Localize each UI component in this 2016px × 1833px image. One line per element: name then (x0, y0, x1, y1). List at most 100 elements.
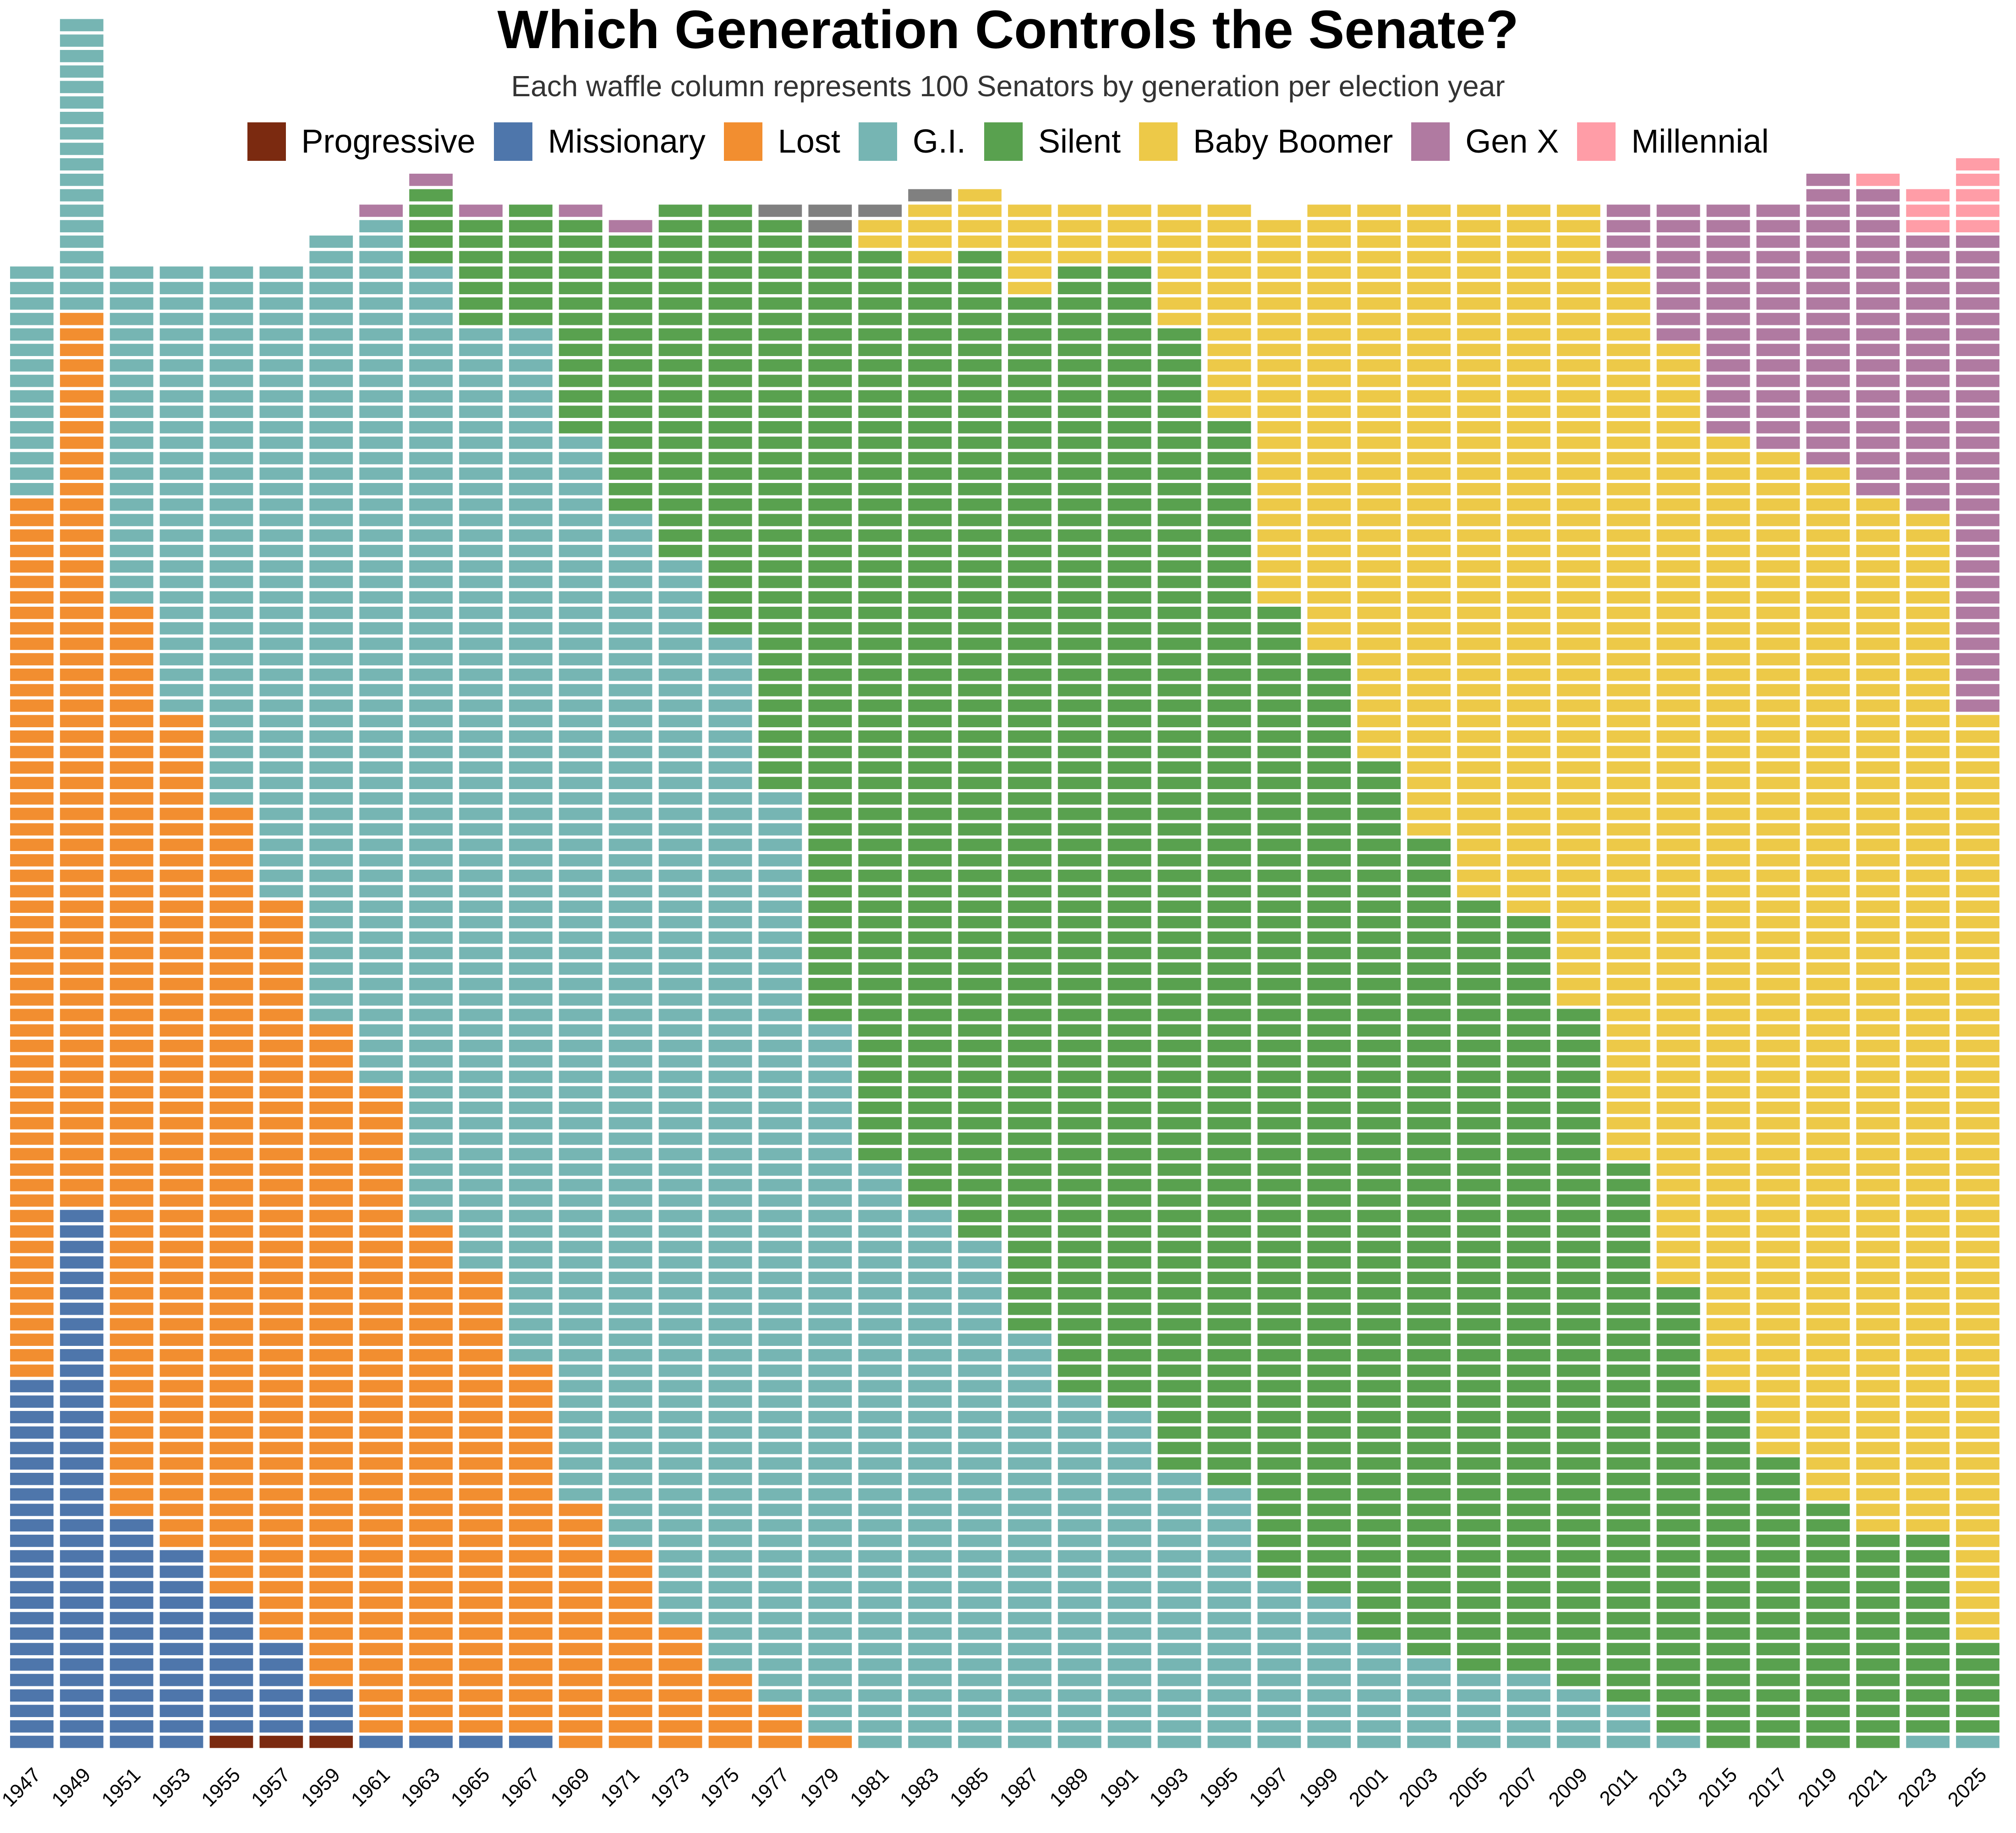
waffle-cell (1407, 792, 1451, 805)
waffle-cell (459, 669, 503, 681)
waffle-cell (1457, 1102, 1501, 1114)
waffle-cell (1756, 1488, 1800, 1501)
waffle-cell (1956, 1627, 2000, 1640)
waffle-cell (1656, 1364, 1700, 1377)
waffle-cell (1457, 1442, 1501, 1454)
waffle-cell (1656, 421, 1700, 434)
waffle-cell (409, 607, 453, 619)
waffle-cell (1057, 1411, 1101, 1423)
waffle-cell (209, 1240, 253, 1253)
waffle-cell (110, 823, 153, 836)
waffle-cell (1257, 390, 1301, 403)
waffle-cell (409, 1643, 453, 1655)
waffle-cell (1756, 436, 1800, 449)
waffle-cell (209, 1364, 253, 1377)
waffle-cell (1806, 777, 1850, 789)
waffle-cell (1856, 1070, 1900, 1083)
waffle-cell (259, 1565, 303, 1578)
waffle-cell (1157, 406, 1201, 418)
waffle-cell (60, 1024, 104, 1037)
waffle-cell (1906, 993, 1950, 1006)
waffle-cell (259, 390, 303, 403)
waffle-cell (1357, 823, 1401, 836)
waffle-cell (60, 204, 104, 217)
waffle-cell (808, 854, 852, 867)
waffle-cell (1507, 1627, 1550, 1640)
waffle-cell (758, 529, 802, 542)
waffle-cell (1656, 483, 1700, 495)
waffle-cell (1706, 1612, 1750, 1624)
waffle-cell (1057, 1086, 1101, 1098)
waffle-cell (60, 854, 104, 867)
waffle-cell (908, 823, 952, 836)
waffle-cell (908, 869, 952, 882)
waffle-cell (1207, 1272, 1251, 1284)
waffle-cell (1806, 869, 1850, 882)
waffle-cell (509, 1117, 553, 1130)
waffle-cell (1057, 1256, 1101, 1269)
waffle-cell (1956, 344, 2000, 356)
waffle-cell (1656, 1720, 1700, 1733)
waffle-cell (1407, 220, 1451, 232)
waffle-cell (658, 1735, 702, 1748)
waffle-cell (110, 607, 153, 619)
waffle-cell (10, 467, 54, 480)
waffle-cell (110, 1117, 153, 1130)
waffle-cell (1756, 1117, 1800, 1130)
waffle-cell (209, 637, 253, 650)
waffle-cell (1008, 220, 1052, 232)
waffle-cell (1956, 328, 2000, 341)
waffle-cell (708, 421, 752, 434)
waffle-cell (1157, 1364, 1201, 1377)
waffle-cell (10, 297, 54, 310)
waffle-cell (658, 251, 702, 263)
waffle-cell (559, 622, 603, 635)
waffle-cell (309, 746, 353, 758)
waffle-cell (1457, 1550, 1501, 1563)
waffle-cell (1806, 1179, 1850, 1191)
waffle-cell (658, 1364, 702, 1377)
x-tick-label: 2021 (1844, 1763, 1891, 1811)
waffle-cell (658, 344, 702, 356)
waffle-cell (309, 807, 353, 820)
waffle-cell (1706, 1442, 1750, 1454)
waffle-cell (509, 1225, 553, 1238)
waffle-cell (1307, 978, 1351, 990)
waffle-cell (309, 344, 353, 356)
waffle-cell (1407, 1364, 1451, 1377)
waffle-cell (110, 993, 153, 1006)
waffle-cell (1606, 1380, 1650, 1393)
waffle-cell (309, 1040, 353, 1052)
waffle-cell (958, 839, 1002, 851)
waffle-cell (1107, 1411, 1151, 1423)
waffle-cell (1257, 1240, 1301, 1253)
waffle-cell (1157, 560, 1201, 573)
waffle-cell (209, 1705, 253, 1717)
waffle-cell (559, 1210, 603, 1222)
waffle-cell (459, 483, 503, 495)
waffle-cell (1906, 869, 1950, 882)
waffle-cell (1706, 1395, 1750, 1408)
waffle-cell (1157, 1627, 1201, 1640)
waffle-cell (908, 1627, 952, 1640)
waffle-cell (209, 1565, 253, 1578)
waffle-cell (858, 1163, 902, 1176)
waffle-cell (1057, 344, 1101, 356)
waffle-cell (758, 1349, 802, 1361)
waffle-cell (1956, 483, 2000, 495)
waffle-cell (658, 406, 702, 418)
waffle-cell (1806, 823, 1850, 836)
waffle-cell (1357, 761, 1401, 774)
waffle-cell (608, 452, 652, 465)
waffle-cell (658, 761, 702, 774)
waffle-cell (409, 1395, 453, 1408)
waffle-cell (60, 1597, 104, 1609)
x-tick-label: 1991 (1095, 1763, 1143, 1811)
waffle-cell (1656, 839, 1700, 851)
waffle-cell (359, 266, 403, 279)
waffle-cell (608, 1024, 652, 1037)
waffle-cell (1307, 1318, 1351, 1331)
legend-label: Missionary (548, 123, 706, 160)
waffle-cell (1407, 807, 1451, 820)
waffle-cell (1756, 823, 1800, 836)
